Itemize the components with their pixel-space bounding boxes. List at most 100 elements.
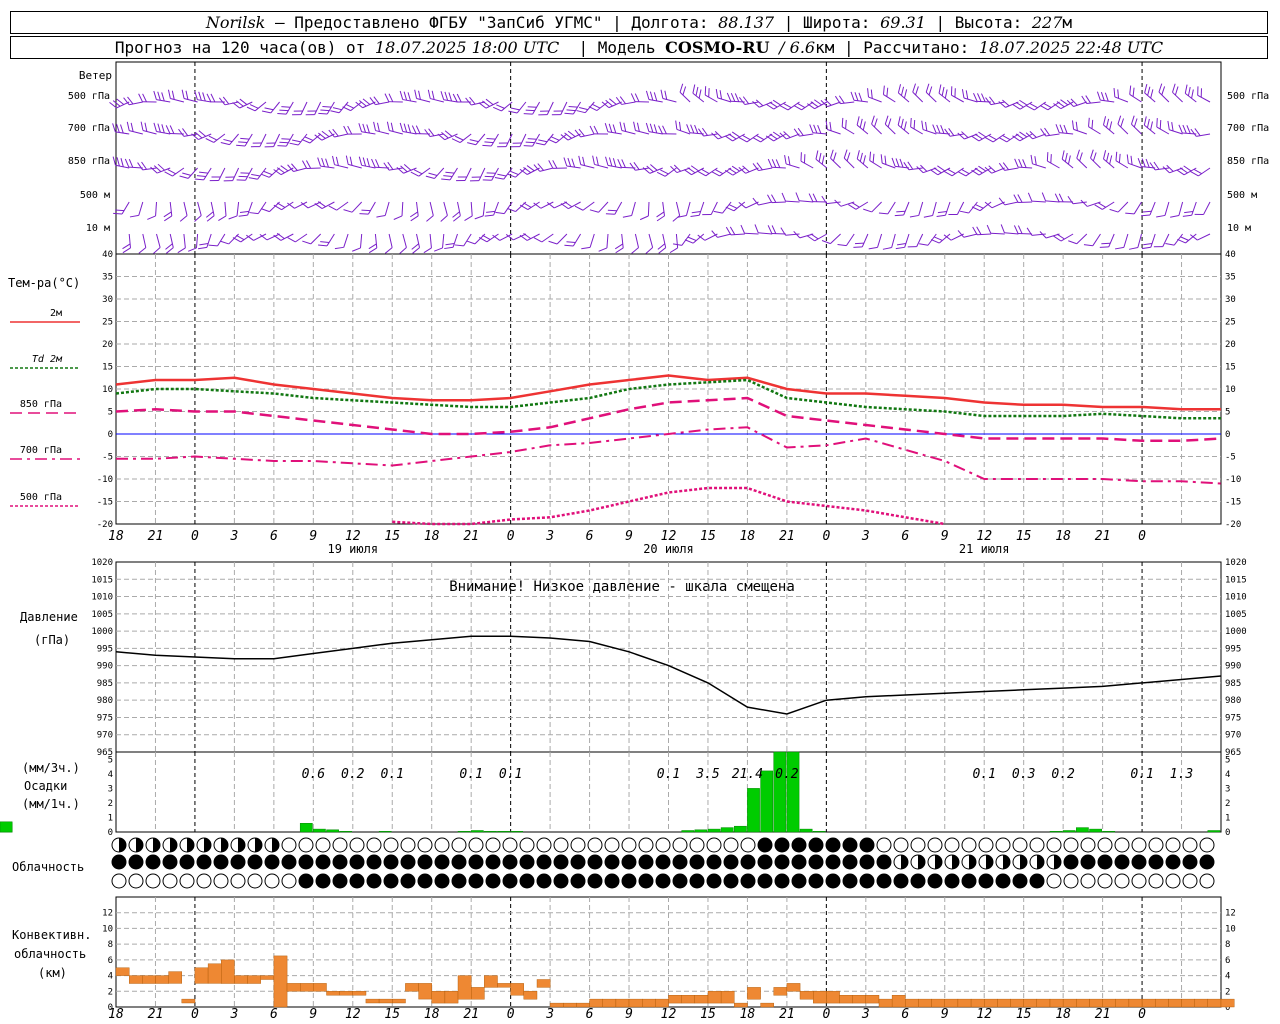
wind-barb (1053, 233, 1074, 242)
wind-barb-staff (532, 101, 541, 115)
cloud-cover-symbol (553, 837, 569, 853)
hour-tick-label: 12 (661, 529, 677, 544)
cloud-symbol-circle (944, 837, 960, 853)
wind-barb (677, 201, 691, 218)
wind-barb (605, 201, 623, 215)
wind-barb-staff (1004, 201, 1019, 206)
pressure-axis-tick-left: 975 (97, 713, 113, 723)
wind-barb-staff (1141, 166, 1156, 169)
wind-barb-flag (1019, 131, 1028, 138)
wind-level-850hpa: 850 гПа (68, 156, 110, 167)
wind-barb (533, 163, 554, 172)
precip-total-label: 0.2 (1051, 767, 1075, 782)
wind-barb-flag (317, 201, 326, 208)
precip-bar (470, 830, 484, 833)
precip-axis-tick-left: 4 (108, 770, 113, 780)
wind-barb-flag (368, 243, 377, 250)
wind-barb (332, 155, 349, 169)
wind-barb (523, 101, 541, 115)
cloud-symbol-circle (145, 873, 161, 889)
cloud-cover-symbol (621, 837, 637, 853)
conv-bar (707, 991, 722, 1004)
precip-bar (720, 827, 734, 833)
wind-barb (1041, 192, 1060, 203)
wind-barb-flag (998, 137, 1008, 143)
conv-bar (392, 998, 406, 1004)
hour-tick-label-bottom: 3 (861, 1007, 870, 1022)
cloud-cover-symbol (400, 837, 416, 853)
temp-axis-tick-right: 5 (1225, 408, 1230, 418)
conv-bar (220, 959, 235, 984)
cloud-symbol-circle (1114, 854, 1130, 870)
wind-barb-staff (1092, 233, 1101, 246)
cloud-cover-symbol (451, 873, 467, 889)
wind-barb-flag (765, 135, 774, 142)
wind-barb-staff (990, 101, 1005, 106)
wind-barb (1102, 116, 1115, 135)
wind-barb-flag (752, 163, 759, 171)
wind-barb-flag (1113, 87, 1116, 97)
wind-barb-staff (464, 167, 472, 181)
precip-total-label: 0.2 (775, 767, 799, 782)
cloud-symbol-circle (621, 837, 637, 853)
wind-barb-staff (732, 167, 746, 176)
wind-barb-staff (403, 167, 417, 174)
cloud-cover-symbol (927, 873, 943, 889)
wind-barb-staff (891, 233, 896, 248)
wind-barb-flag (1076, 149, 1080, 159)
cloud-cover-symbol (519, 837, 535, 853)
wind-barb-flag (525, 141, 535, 144)
wind-barb-flag (223, 138, 233, 143)
precip-bar (313, 828, 326, 833)
wind-barb-flag (1162, 166, 1170, 174)
wind-barb-staff (614, 201, 623, 215)
cloud-symbol-circle (332, 854, 348, 870)
wind-barb-flag (713, 210, 723, 214)
conv-bar (194, 967, 209, 984)
wind-barb (903, 161, 923, 171)
wind-barb (198, 233, 212, 250)
wind-barb-flag (797, 127, 804, 136)
cloud-symbol-circle (927, 837, 943, 853)
wind-barb-flag (223, 180, 233, 182)
wind-barb-staff (990, 232, 1005, 235)
wind-barb-flag (858, 92, 863, 102)
wind-barb-flag (519, 204, 529, 211)
wind-level-850hpa-right: 850 гПа (1227, 156, 1269, 167)
cloud-cover-symbol (1199, 854, 1215, 870)
precip-total-label: 1.3 (1170, 767, 1193, 782)
wind-barb-flag (615, 96, 623, 105)
pressure-axis-tick-left: 985 (97, 679, 113, 689)
pressure-axis-tick-right: 965 (1225, 748, 1241, 758)
cloud-cover-symbol (213, 837, 229, 853)
wind-barb-staff (679, 91, 691, 103)
wind-barb-staff (855, 201, 869, 210)
cloud-symbol-circle (519, 837, 535, 853)
cloud-cover-symbol (876, 837, 892, 853)
wind-barb-flag (941, 86, 945, 96)
precip-total-label: 0.1 (972, 767, 995, 782)
wind-barb-flag (1044, 127, 1051, 136)
wind-barb-flag (293, 110, 303, 112)
wind-barb-flag (780, 227, 786, 236)
wind-level-500m-right: 500 м (1227, 190, 1257, 201)
wind-barb-staff (853, 99, 868, 103)
wind-barb-staff (1102, 201, 1115, 210)
wind-barb (510, 133, 527, 148)
wind-barb (177, 233, 186, 254)
wind-barb-flag (621, 159, 626, 168)
wind-barb-flag (349, 156, 353, 166)
wind-barb-flag (478, 102, 487, 109)
wind-barb-flag (322, 106, 332, 108)
wind-barb-flag (431, 90, 435, 100)
wind-barb-flag (604, 123, 609, 132)
precip-bar (747, 788, 760, 833)
cloud-symbol-circle (910, 837, 926, 853)
wind-barb-staff (1169, 167, 1183, 174)
cloud-cover-symbol (1080, 854, 1096, 870)
wind-barb-flag (752, 137, 761, 143)
cloud-cover-symbol (1182, 854, 1198, 870)
cloud-cover-symbol (281, 873, 297, 889)
wind-barb-flag (1063, 124, 1068, 134)
wind-barb (1039, 231, 1060, 239)
